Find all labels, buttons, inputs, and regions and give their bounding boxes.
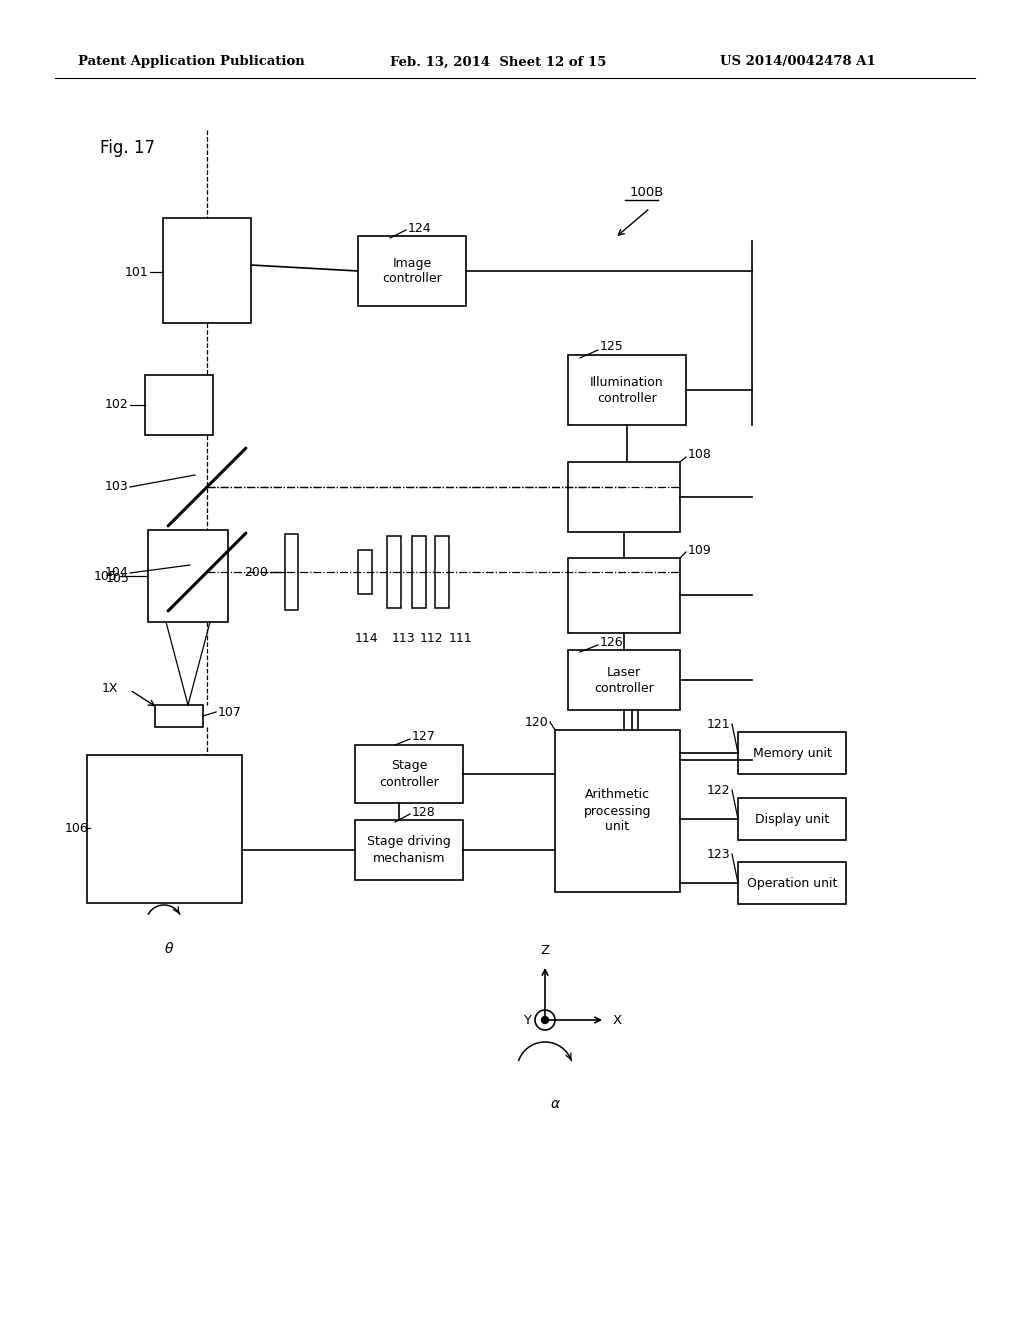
Bar	[148, 531, 228, 622]
Text: X: X	[613, 1014, 623, 1027]
Text: Patent Application Publication: Patent Application Publication	[78, 55, 305, 69]
Text: Feb. 13, 2014  Sheet 12 of 15: Feb. 13, 2014 Sheet 12 of 15	[390, 55, 606, 69]
Text: Display unit: Display unit	[755, 813, 829, 825]
Text: Operation unit: Operation unit	[746, 876, 838, 890]
Text: Y: Y	[523, 1014, 531, 1027]
Text: Illumination
controller: Illumination controller	[590, 375, 664, 404]
Text: 106: 106	[65, 821, 88, 834]
Text: 121: 121	[707, 718, 730, 730]
Text: Image
controller: Image controller	[382, 256, 442, 285]
Bar	[738, 799, 846, 840]
Text: 111: 111	[449, 631, 473, 644]
Text: 109: 109	[688, 544, 712, 557]
Bar	[358, 550, 372, 594]
Bar	[435, 536, 449, 609]
Text: 100B: 100B	[630, 186, 665, 199]
Text: 104: 104	[104, 566, 128, 579]
Bar	[555, 730, 680, 892]
Text: Memory unit: Memory unit	[753, 747, 831, 759]
Bar	[738, 733, 846, 774]
Text: 123: 123	[707, 847, 730, 861]
Circle shape	[542, 1016, 549, 1023]
Text: 102: 102	[104, 399, 128, 412]
Text: 1X: 1X	[101, 681, 118, 694]
Text: Laser
controller: Laser controller	[594, 665, 654, 694]
Text: $\alpha$: $\alpha$	[550, 1097, 560, 1111]
Bar	[568, 355, 686, 425]
Text: 126: 126	[600, 636, 624, 649]
Text: 114: 114	[355, 631, 379, 644]
Text: 108: 108	[688, 449, 712, 462]
Text: 112: 112	[420, 631, 443, 644]
Text: 125: 125	[600, 341, 624, 354]
Text: 122: 122	[707, 784, 730, 796]
Text: 128: 128	[412, 805, 436, 818]
Text: $\theta$: $\theta$	[164, 941, 174, 956]
Text: US 2014/0042478 A1: US 2014/0042478 A1	[720, 55, 876, 69]
Bar	[163, 218, 251, 323]
Bar	[145, 375, 213, 436]
Text: 120: 120	[524, 715, 548, 729]
Text: 105: 105	[94, 569, 118, 582]
Text: 127: 127	[412, 730, 436, 743]
Text: 124: 124	[408, 222, 432, 235]
Bar	[155, 705, 203, 727]
Text: 107: 107	[218, 705, 242, 718]
Bar	[355, 820, 463, 880]
Bar	[285, 535, 298, 610]
Text: 200: 200	[244, 565, 268, 578]
Text: 113: 113	[392, 631, 416, 644]
Bar	[412, 536, 426, 609]
Bar	[355, 744, 463, 803]
Bar	[568, 558, 680, 634]
Bar	[738, 862, 846, 904]
Text: 101: 101	[124, 265, 148, 279]
Text: Arithmetic
processing
unit: Arithmetic processing unit	[584, 788, 651, 833]
Text: Stage
controller: Stage controller	[379, 759, 439, 788]
Bar	[387, 536, 401, 609]
Bar	[87, 755, 242, 903]
Text: 105: 105	[106, 572, 130, 585]
Text: Z: Z	[541, 944, 550, 957]
Bar	[568, 462, 680, 532]
Text: Stage driving
mechanism: Stage driving mechanism	[368, 836, 451, 865]
Text: 103: 103	[104, 480, 128, 494]
Bar	[358, 236, 466, 306]
Text: Fig. 17: Fig. 17	[100, 139, 155, 157]
Bar	[568, 649, 680, 710]
